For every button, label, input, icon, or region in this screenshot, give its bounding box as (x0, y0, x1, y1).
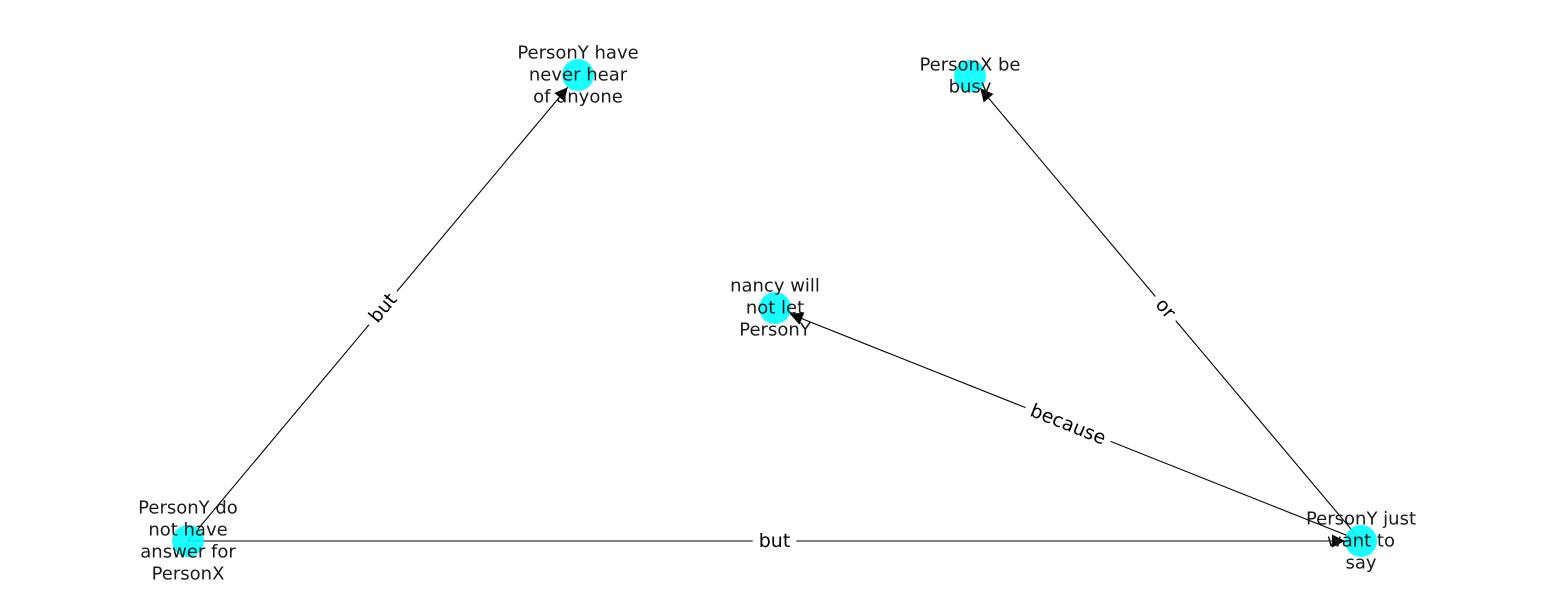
node-label-line: PersonY have (517, 43, 638, 64)
node-label-line: want to (1327, 531, 1395, 552)
edge-label-text: because (1027, 400, 1109, 450)
node-label-line: say (1345, 553, 1376, 574)
node-label-n5: PersonY just want to say (1306, 509, 1416, 574)
node-label-line: not have (148, 520, 227, 541)
edge-label-background (1145, 288, 1186, 330)
node-label-line: PersonY (739, 320, 811, 341)
node-labels-layer: PersonY have never hear of anyone PersonX b… (138, 43, 1416, 585)
node-n3 (759, 292, 791, 324)
node-n4 (172, 525, 204, 557)
node-label-line: PersonX (152, 564, 225, 585)
node-label-line: busy (949, 77, 992, 98)
edge-label-n5-n3: because (1020, 395, 1116, 454)
node-label-line: nancy will (730, 276, 820, 297)
node-n2 (954, 60, 986, 92)
node-label-line: of anyone (533, 87, 623, 108)
nodes-layer (172, 59, 1377, 557)
edge-label-n4-n5: but (752, 528, 797, 554)
edge-label-n4-n1: but (359, 282, 407, 334)
node-label-n1: PersonY have never hear of anyone (517, 43, 638, 108)
node-label-line: not let (746, 298, 804, 319)
edge-label-n5-n2: or (1145, 288, 1186, 330)
edge-label-background (752, 528, 797, 554)
edge-label-background (359, 282, 407, 334)
node-label-n4: PersonY do not have answer for PersonX (138, 498, 238, 585)
node-n5 (1345, 525, 1377, 557)
node-label-n2: PersonX be busy (919, 55, 1020, 98)
node-label-line: PersonY do (138, 498, 238, 519)
node-label-n3: nancy will not let PersonY (730, 276, 820, 341)
node-label-line: PersonY just (1306, 509, 1416, 530)
node-n1 (562, 59, 594, 91)
edge-label-background (1020, 395, 1116, 454)
edge-label-text: but (759, 530, 791, 552)
node-label-line: PersonX be (919, 55, 1020, 76)
node-label-line: answer for (140, 542, 236, 563)
node-label-line: never hear (529, 65, 628, 86)
